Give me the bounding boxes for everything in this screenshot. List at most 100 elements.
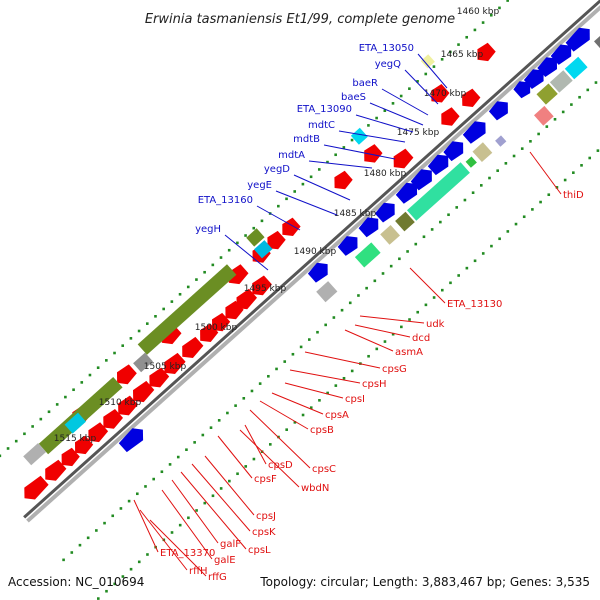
reverse-label-leader [217, 435, 253, 479]
outer-dotted-ring-dot [234, 404, 237, 407]
inner-dotted-ring-dot [424, 72, 428, 76]
reverse-label-leader [161, 489, 213, 560]
inner-dotted-ring-dot [129, 337, 133, 340]
far-dotted-ring-dot [113, 582, 116, 586]
far-dotted-ring-dot [555, 186, 559, 189]
forward-label-leader [224, 234, 269, 271]
accession-label: Accession: NC_010694 [8, 575, 144, 589]
inner-dotted-ring-dot [113, 351, 116, 355]
inner-dotted-ring-dot [432, 65, 436, 68]
outer-dotted-ring-dot [340, 308, 344, 312]
scale-tick-label: 1505 kbp [144, 362, 187, 372]
reverse-rna-feature [246, 228, 265, 247]
reverse-label-leader [171, 479, 219, 544]
inner-dotted-ring-dot [375, 116, 378, 120]
reverse-misc-feature [23, 443, 47, 466]
outer-dotted-ring-dot [78, 543, 82, 547]
far-dotted-ring-dot [481, 252, 485, 255]
reverse-gene-label: cpsF [254, 474, 277, 485]
outer-dotted-ring-dot [381, 272, 385, 275]
inner-dotted-ring-dot [309, 175, 313, 179]
reverse-cds-arrow [364, 144, 383, 163]
outer-dotted-ring-dot [209, 426, 213, 429]
map-title: Erwinia tasmaniensis Et1/99, complete ge… [145, 12, 455, 27]
far-dotted-ring-dot [514, 222, 518, 226]
inner-dotted-ring-dot [186, 285, 190, 289]
reverse-gene-label: ETA_13370 [160, 548, 215, 559]
reverse-cds-arrow [75, 435, 94, 455]
far-dotted-ring-dot [146, 553, 149, 556]
forward-cds-arrow [427, 154, 449, 176]
forward-label-leader [417, 53, 448, 89]
forward-cds-arrow [307, 262, 328, 283]
outer-dotted-ring-dot [144, 485, 147, 488]
reverse-label-leader [529, 151, 562, 195]
outer-dotted-ring-dot [357, 294, 360, 297]
far-dotted-ring-dot [449, 281, 452, 285]
outer-dotted-ring-dot [226, 411, 229, 415]
reverse-label-leader [409, 267, 446, 304]
reverse-gene-label: rffH [189, 566, 208, 577]
reverse-label-leader [344, 329, 394, 352]
reverse-cds-arrow [200, 323, 219, 342]
outer-dotted-ring-dot [398, 257, 401, 261]
inner-dotted-ring-dot [14, 439, 18, 443]
inner-dotted-ring-dot [121, 344, 125, 347]
outer-dotted-ring-dot [176, 455, 180, 459]
forward-misc-feature [316, 281, 338, 303]
far-dotted-ring-dot [547, 193, 551, 197]
forward-cds-arrow [395, 182, 418, 204]
far-dotted-ring-dot [285, 428, 288, 431]
inner-dotted-ring-dot [252, 226, 256, 230]
forward-label-leader [355, 114, 414, 133]
inner-dotted-ring-dot [23, 432, 26, 436]
far-dotted-ring-dot [309, 406, 313, 409]
forward-gene-label: yegE [247, 180, 272, 191]
outer-dotted-ring-dot [275, 367, 278, 371]
outer-dotted-ring-dot [520, 147, 524, 150]
reverse-cds-arrow [118, 395, 138, 416]
inner-dotted-ring-dot [473, 28, 477, 32]
reverse-cds-arrow [441, 107, 460, 126]
reverse-gene-label: cpsJ [256, 511, 276, 522]
scale-tick-label: 1485 kbp [334, 209, 377, 219]
inner-dotted-ring-dot [301, 182, 305, 186]
forward-label-leader [293, 174, 351, 201]
forward-gene-label: yegQ [375, 59, 401, 70]
reverse-gene-label: asmA [395, 347, 423, 358]
reverse-cds-arrow [182, 336, 204, 358]
reverse-cds-arrow [212, 312, 231, 332]
reverse-cds-arrow [334, 170, 353, 190]
outer-dotted-ring-dot [471, 191, 475, 195]
outer-dotted-ring-dot [537, 132, 540, 136]
reverse-label-leader [249, 409, 311, 469]
reverse-gene-label: galF [220, 539, 241, 550]
far-dotted-ring-dot [244, 465, 248, 468]
inner-dotted-ring-dot [162, 307, 165, 311]
outer-dotted-ring-dot [389, 264, 393, 268]
topology-label: Topology: circular; Length: 3,883,467 bp… [259, 575, 590, 589]
reverse-gene-label: cpsB [310, 425, 334, 436]
inner-dotted-ring-dot [211, 263, 215, 267]
forward-rna-feature [354, 242, 381, 268]
outer-dotted-ring-dot [504, 162, 508, 165]
outer-dotted-ring-dot [250, 389, 254, 393]
scale-tick-label: 1480 kbp [364, 169, 407, 179]
reverse-rna-feature [38, 377, 123, 455]
reverse-misc-feature [350, 127, 368, 145]
forward-misc-feature [549, 70, 573, 93]
outer-dotted-ring-dot [103, 521, 106, 525]
outer-dotted-ring-dot [242, 397, 246, 400]
inner-dotted-ring-dot [236, 241, 239, 245]
reverse-gene-label: thiD [563, 190, 584, 201]
far-dotted-ring-dot [211, 494, 215, 498]
outer-dotted-ring-dot [365, 286, 368, 290]
inner-dotted-ring-dot [0, 454, 2, 458]
reverse-label-leader [191, 463, 251, 532]
inner-dotted-ring-dot [227, 248, 231, 252]
outer-dotted-ring-dot [332, 316, 336, 319]
reverse-label-leader [239, 429, 300, 488]
far-dotted-ring-dot [178, 523, 182, 527]
reverse-label-leader [139, 509, 188, 571]
